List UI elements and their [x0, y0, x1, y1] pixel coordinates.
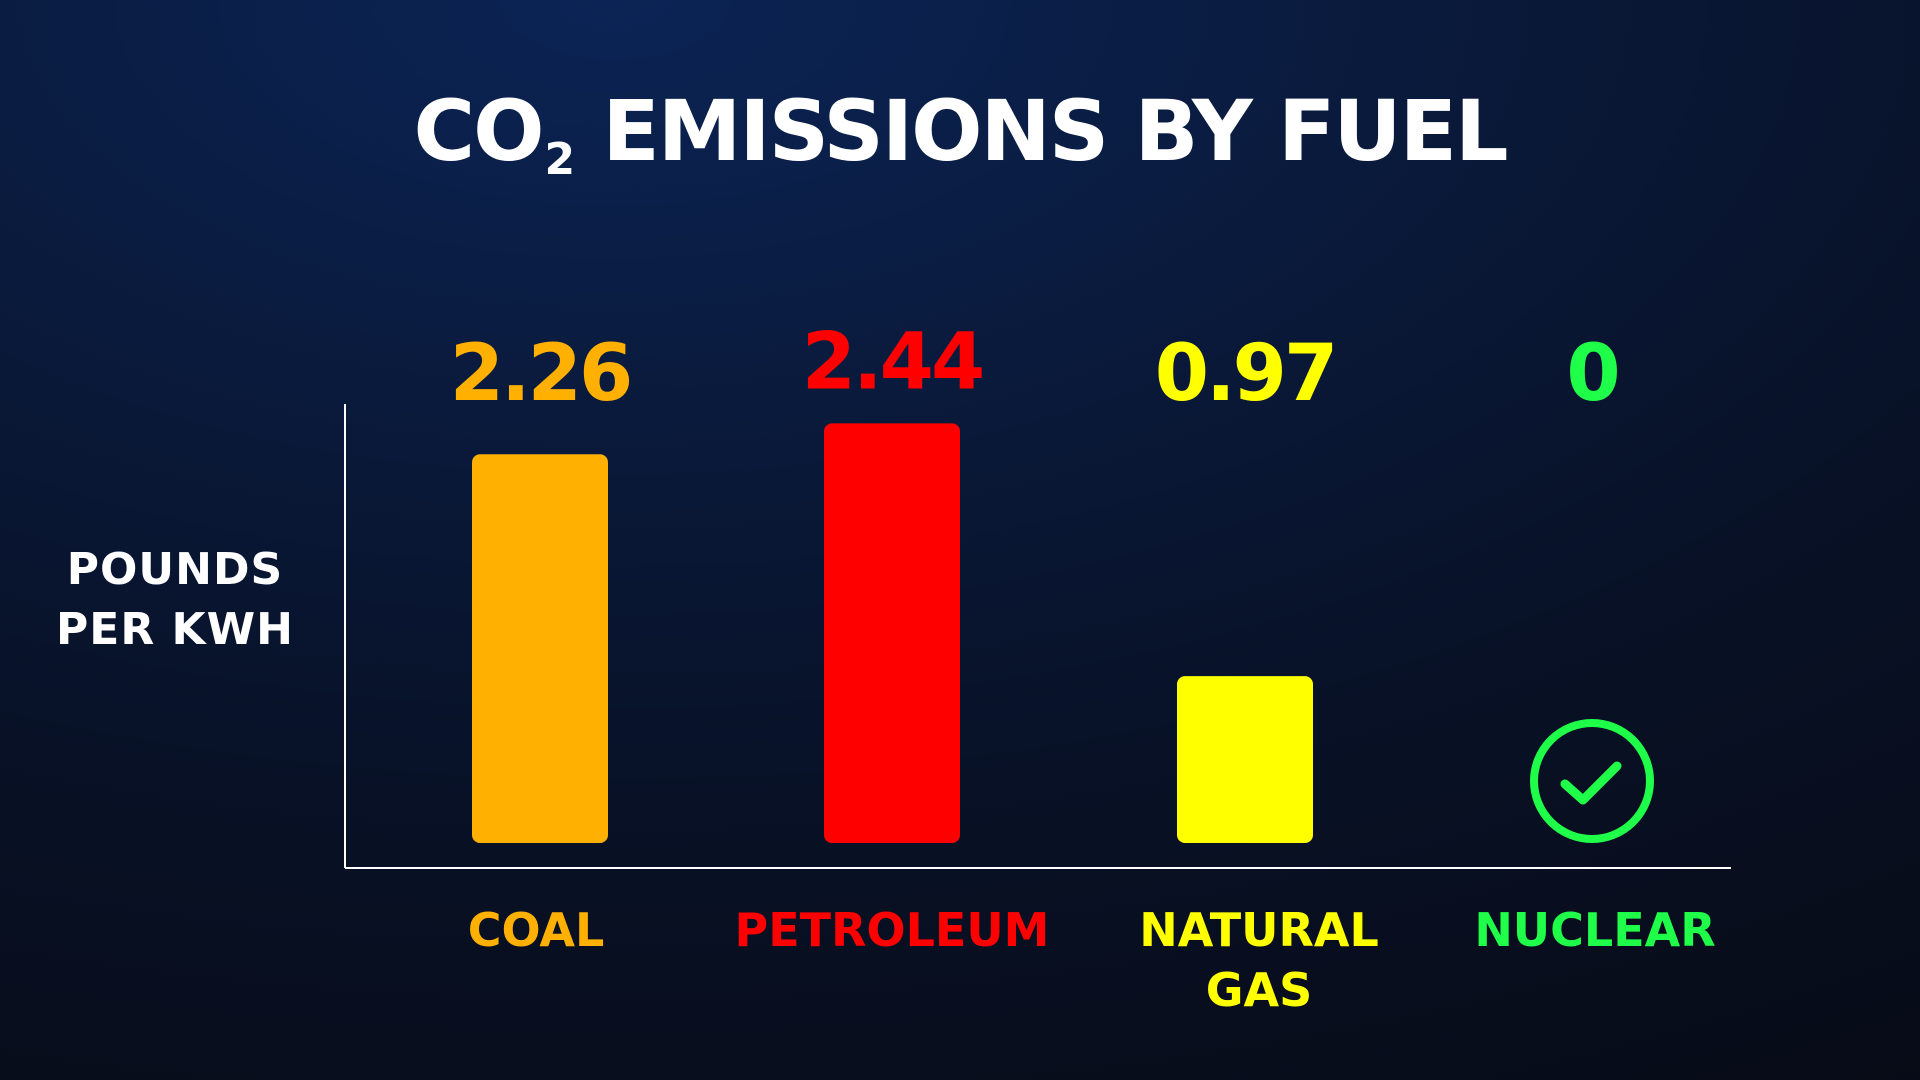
value-label-nuclear: 0: [1566, 329, 1617, 419]
value-label-petroleum: 2.44: [802, 317, 982, 407]
value-label-natural-gas: 0.97: [1155, 329, 1335, 419]
category-label-petroleum: PETROLEUM: [735, 903, 1050, 957]
chart-title: CO2 EMISSIONS BY FUEL: [0, 82, 1920, 185]
category-label-nuclear: NUCLEAR: [1474, 903, 1715, 957]
y-axis-label: POUNDS PER KWH: [30, 540, 320, 660]
check-circle-icon: [1530, 719, 1654, 843]
category-label-coal: COAL: [468, 903, 605, 957]
value-label-coal: 2.26: [450, 329, 630, 419]
chart-marks: 2.26 COAL 2.44 PETROLEUM 0.97 NATURAL GAS 0 NUCL…: [450, 317, 1716, 1017]
bar-petroleum: [824, 423, 960, 843]
title-subscript: 2: [544, 134, 576, 185]
bar-natural-gas: [1177, 676, 1313, 843]
category-label-natural-gas-line-2: GAS: [1206, 963, 1313, 1017]
category-label-natural-gas-line-1: NATURAL: [1139, 903, 1379, 957]
y-axis-label-line-2: PER KWH: [56, 604, 294, 655]
title-suffix: EMISSIONS BY FUEL: [575, 82, 1508, 180]
title-prefix: CO: [413, 82, 544, 180]
y-axis-label-line-1: POUNDS: [66, 544, 284, 595]
bar-coal: [472, 454, 608, 843]
